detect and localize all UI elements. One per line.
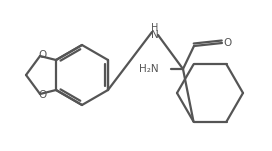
Text: O: O [38, 50, 46, 60]
Text: O: O [223, 38, 231, 48]
Text: N: N [151, 30, 159, 40]
Text: H₂N: H₂N [139, 64, 159, 74]
Text: H: H [151, 23, 159, 33]
Text: O: O [38, 90, 46, 100]
